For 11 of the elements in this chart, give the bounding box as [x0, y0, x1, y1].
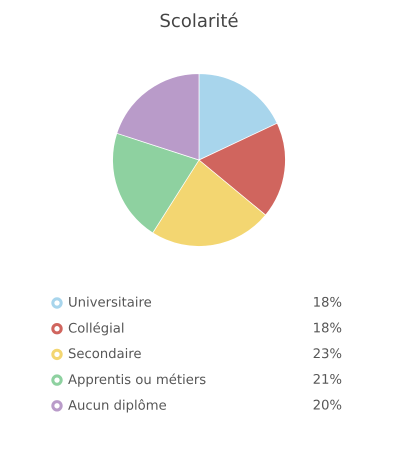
data-label: 18% — [314, 322, 342, 333]
data-label: 21% — [314, 374, 342, 384]
legend-label: Aucun diplôme — [68, 399, 166, 412]
data-label: 23% — [314, 348, 342, 358]
legend-label: Secondaire — [68, 348, 141, 358]
chart-title: Scolarité — [160, 12, 238, 28]
legend-label: Universitaire — [69, 296, 152, 307]
legend-label: Apprentis ou métiers — [68, 373, 206, 387]
data-label: 20% — [314, 400, 342, 410]
data-label: 18% — [314, 296, 342, 307]
legend-label: Collégial — [68, 322, 124, 336]
